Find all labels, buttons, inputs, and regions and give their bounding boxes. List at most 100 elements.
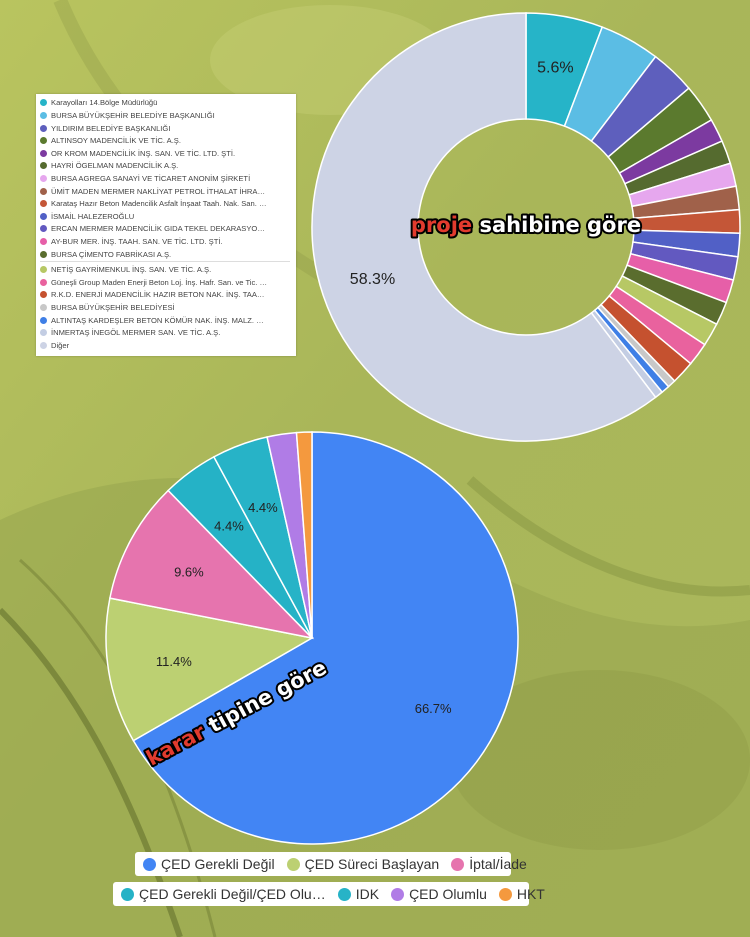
- donut-legend-label: NETİŞ GAYRİMENKUL İNŞ. SAN. VE TİC. A.Ş.: [51, 265, 212, 275]
- donut-legend-item[interactable]: Karataş Hazır Beton Madencilik Asfalt İn…: [40, 198, 294, 210]
- pie-legend-label: ÇED Olumlu: [409, 886, 487, 902]
- legend-swatch: [40, 162, 47, 170]
- pie-legend-label: ÇED Gerekli Değil: [161, 856, 275, 872]
- donut-legend-label: AY-BUR MER. İNŞ. TAAH. SAN. VE TİC. LTD.…: [51, 236, 223, 246]
- legend-swatch: [286, 857, 300, 871]
- donut-legend-item[interactable]: AY-BUR MER. İNŞ. TAAH. SAN. VE TİC. LTD.…: [40, 236, 294, 248]
- donut-legend-label: YILDIRIM BELEDİYE BAŞKANLIĞI: [51, 123, 171, 133]
- donut-legend-label: BURSA BÜYÜKŞEHİR BELEDİYESİ: [51, 302, 175, 312]
- donut-chart-project-owner: 5.6% 58.3%: [311, 12, 741, 442]
- pie-slice-label-1: 11.4%: [156, 654, 192, 669]
- donut-legend: Karayolları 14.Bölge Müdürlüğü BURSA BÜYÜ…: [36, 94, 296, 356]
- legend-swatch: [121, 887, 134, 901]
- donut-legend-label: ÜMİT MADEN MERMER NAKLİYAT PETROL İTHALA…: [51, 186, 266, 196]
- pie-legend-item[interactable]: HKT: [498, 886, 545, 902]
- legend-swatch: [40, 237, 47, 245]
- donut-slice-19[interactable]: [311, 12, 657, 442]
- donut-title: proje sahibine göre: [411, 213, 641, 237]
- donut-legend-item[interactable]: Diğer: [40, 339, 294, 351]
- legend-swatch: [40, 111, 47, 119]
- legend-swatch: [451, 857, 465, 871]
- donut-legend-label: BURSA AGREGA SANAYİ VE TİCARET ANONİM Şİ…: [51, 173, 251, 183]
- pie-legend-item[interactable]: İptal/İade: [451, 856, 527, 872]
- pie-legend-item[interactable]: ÇED Gerekli Değil: [143, 856, 275, 872]
- pie-legend-item[interactable]: IDK: [337, 886, 380, 902]
- donut-legend-item[interactable]: ÜMİT MADEN MERMER NAKLİYAT PETROL İTHALA…: [40, 185, 294, 197]
- donut-legend-label: HAYRİ ÖGELMAN MADENCİLİK A.Ş.: [51, 161, 179, 171]
- legend-swatch: [40, 291, 47, 299]
- pie-chart-decision-type: 66.7% 11.4% 9.6% 4.4% 4.4%: [105, 431, 519, 845]
- donut-legend-item[interactable]: BURSA BÜYÜKŞEHİR BELEDİYESİ: [40, 302, 294, 314]
- donut-title-part-1: proje: [411, 213, 472, 237]
- donut-legend-label: ERCAN MERMER MADENCİLİK GIDA TEKEL DEKAR…: [51, 224, 265, 234]
- pie-legend-item[interactable]: ÇED Gerekli Değil/ÇED Olu…: [121, 886, 326, 902]
- donut-legend-label: ALTINTAŞ KARDEŞLER BETON KÖMÜR NAK. İNŞ.…: [51, 315, 264, 325]
- donut-legend-item[interactable]: HAYRİ ÖGELMAN MADENCİLİK A.Ş.: [40, 160, 294, 172]
- donut-legend-item[interactable]: Güneşli Group Maden Enerji Beton Loj. İn…: [40, 276, 294, 288]
- pie-legend-label: ÇED Gerekli Değil/ÇED Olu…: [139, 886, 326, 902]
- donut-legend-item[interactable]: İNMERTAŞ İNEGÖL MERMER SAN. VE TİC. A.Ş.: [40, 327, 294, 339]
- pie-slice-1[interactable]: [105, 597, 315, 742]
- legend-swatch: [40, 225, 47, 233]
- pie-legend-label: ÇED Süreci Başlayan: [304, 856, 440, 872]
- legend-swatch: [40, 149, 47, 157]
- donut-legend-item[interactable]: R.K.D. ENERJİ MADENCİLİK HAZIR BETON NAK…: [40, 289, 294, 301]
- donut-legend-label: Karataş Hazır Beton Madencilik Asfalt İn…: [51, 199, 267, 209]
- legend-swatch: [40, 99, 47, 107]
- legend-swatch: [40, 329, 47, 337]
- donut-legend-item[interactable]: NETİŞ GAYRİMENKUL İNŞ. SAN. VE TİC. A.Ş.: [40, 264, 294, 276]
- donut-legend-item[interactable]: ALTINTAŞ KARDEŞLER BETON KÖMÜR NAK. İNŞ.…: [40, 314, 294, 326]
- donut-legend-label: ALTINSOY MADENCİLİK VE TİC. A.Ş.: [51, 136, 181, 146]
- legend-swatch: [498, 887, 512, 901]
- pie-legend-row-1: ÇED Gerekli Değil ÇED Süreci Başlayan İpta…: [135, 852, 527, 876]
- pie-legend-label: İptal/İade: [469, 856, 527, 872]
- donut-legend-item[interactable]: BURSA BÜYÜKŞEHİR BELEDİYE BAŞKANLIĞI: [40, 110, 294, 122]
- donut-legend-item[interactable]: OR KROM MADENCİLİK İNŞ. SAN. VE TİC. LTD…: [40, 147, 294, 159]
- legend-swatch: [40, 250, 47, 258]
- donut-legend-label: R.K.D. ENERJİ MADENCİLİK HAZIR BETON NAK…: [51, 290, 265, 300]
- legend-swatch: [40, 187, 47, 195]
- pie-slice-label-3: 4.4%: [214, 518, 244, 533]
- donut-legend-item[interactable]: BURSA AGREGA SANAYİ VE TİCARET ANONİM Şİ…: [40, 173, 294, 185]
- donut-legend-item[interactable]: YILDIRIM BELEDİYE BAŞKANLIĞI: [40, 122, 294, 134]
- donut-slice-label-19: 58.3%: [350, 271, 395, 288]
- donut-legend-item[interactable]: Karayolları 14.Bölge Müdürlüğü: [40, 97, 294, 109]
- pie-slice-6[interactable]: [295, 431, 313, 639]
- legend-swatch: [40, 266, 47, 274]
- legend-swatch: [40, 124, 47, 132]
- legend-swatch: [40, 174, 47, 182]
- donut-legend-label: OR KROM MADENCİLİK İNŞ. SAN. VE TİC. LTD…: [51, 148, 236, 158]
- donut-legend-item[interactable]: ALTINSOY MADENCİLİK VE TİC. A.Ş.: [40, 135, 294, 147]
- pie-slice-label-0: 66.7%: [415, 701, 452, 716]
- legend-swatch: [40, 341, 47, 349]
- legend-swatch: [40, 316, 47, 324]
- legend-swatch: [40, 212, 47, 220]
- legend-swatch: [40, 303, 47, 311]
- legend-swatch: [40, 278, 47, 286]
- donut-legend-label: İSMAİL HALEZEROĞLU: [51, 211, 135, 221]
- pie-legend-label: HKT: [516, 886, 545, 902]
- pie-slice-2[interactable]: [109, 489, 315, 640]
- pie-slice-0[interactable]: [132, 431, 519, 845]
- donut-legend-label: BURSA ÇİMENTO FABRİKASI A.Ş.: [51, 249, 172, 259]
- pie-legend-label: IDK: [355, 886, 380, 902]
- pie-slice-label-2: 9.6%: [174, 564, 204, 579]
- pie-slice-label-4: 4.4%: [248, 500, 278, 515]
- legend-swatch: [40, 200, 47, 208]
- donut-title-part-2: sahibine göre: [472, 213, 641, 237]
- donut-slice-label-0: 5.6%: [537, 60, 573, 77]
- pie-legend-row-2: ÇED Gerekli Değil/ÇED Olu… IDK ÇED Olumlu H…: [113, 882, 545, 906]
- donut-legend-label: BURSA BÜYÜKŞEHİR BELEDİYE BAŞKANLIĞI: [51, 110, 215, 120]
- legend-swatch: [40, 137, 47, 145]
- donut-legend-item[interactable]: İSMAİL HALEZEROĞLU: [40, 210, 294, 222]
- pie-legend-item[interactable]: ÇED Süreci Başlayan: [286, 856, 440, 872]
- donut-legend-item[interactable]: BURSA ÇİMENTO FABRİKASI A.Ş.: [40, 248, 294, 260]
- donut-legend-label: Güneşli Group Maden Enerji Beton Loj. İn…: [51, 277, 268, 287]
- legend-swatch: [143, 857, 156, 871]
- legend-swatch: [337, 887, 351, 901]
- pie-legend-item[interactable]: ÇED Olumlu: [391, 886, 487, 902]
- donut-legend-label: Diğer: [51, 340, 70, 350]
- legend-swatch: [391, 887, 405, 901]
- donut-legend-item[interactable]: ERCAN MERMER MADENCİLİK GIDA TEKEL DEKAR…: [40, 223, 294, 235]
